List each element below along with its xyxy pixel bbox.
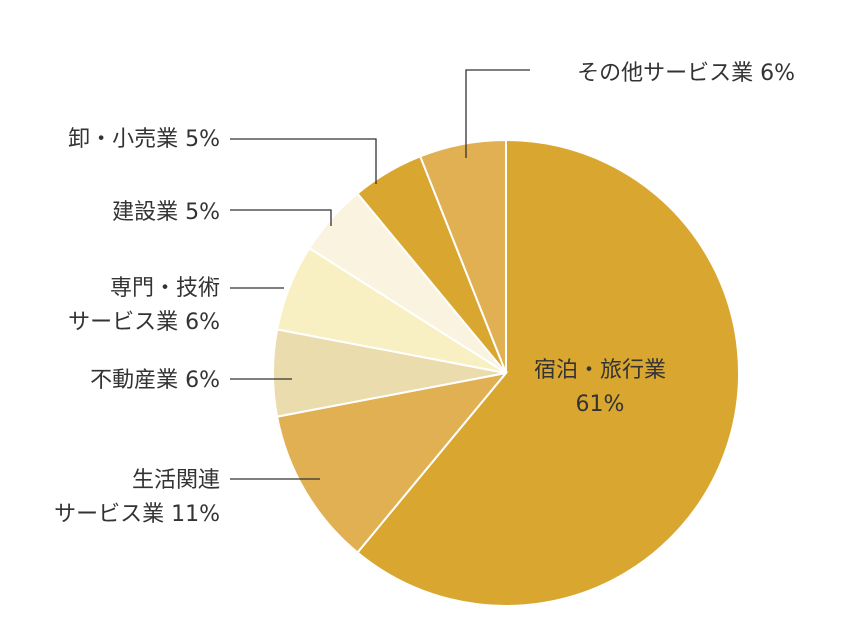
slice-label-line-5-0: 卸・小売業 5% [68,127,220,152]
pie-slice-0 [356,138,740,607]
slice-label-3: 専門・技術サービス業 6% [68,276,220,335]
slice-label-line-0-1: 61% [576,392,625,417]
slice-label-line-0-0: 宿泊・旅行業 [534,358,666,383]
pie-slice-1 [275,371,509,554]
slice-label-line-6-0: その他サービス業 6% [577,61,795,86]
slice-label-6: その他サービス業 6% [577,61,795,86]
slice-label-line-3-0: 専門・技術 [110,276,220,301]
slice-label-line-2-0: 不動産業 6% [90,368,220,393]
slice-label-4: 建設業 5% [112,200,220,225]
slice-label-5: 卸・小売業 5% [68,127,220,152]
pie-slice-6 [418,138,507,374]
slice-label-2: 不動産業 6% [90,368,220,393]
slice-label-line-4-0: 建設業 5% [112,200,220,225]
leader-line-4 [230,209,332,226]
slice-label-line-3-1: サービス業 6% [68,310,220,335]
leader-line-6 [465,69,530,158]
slice-label-line-1-0: 生活関連 [132,468,220,493]
slice-label-1: 生活関連サービス業 11% [54,468,220,527]
leader-line-5 [230,138,377,184]
slice-label-0: 宿泊・旅行業 61% [534,358,666,417]
slice-label-line-1-1: サービス業 11% [54,502,220,527]
